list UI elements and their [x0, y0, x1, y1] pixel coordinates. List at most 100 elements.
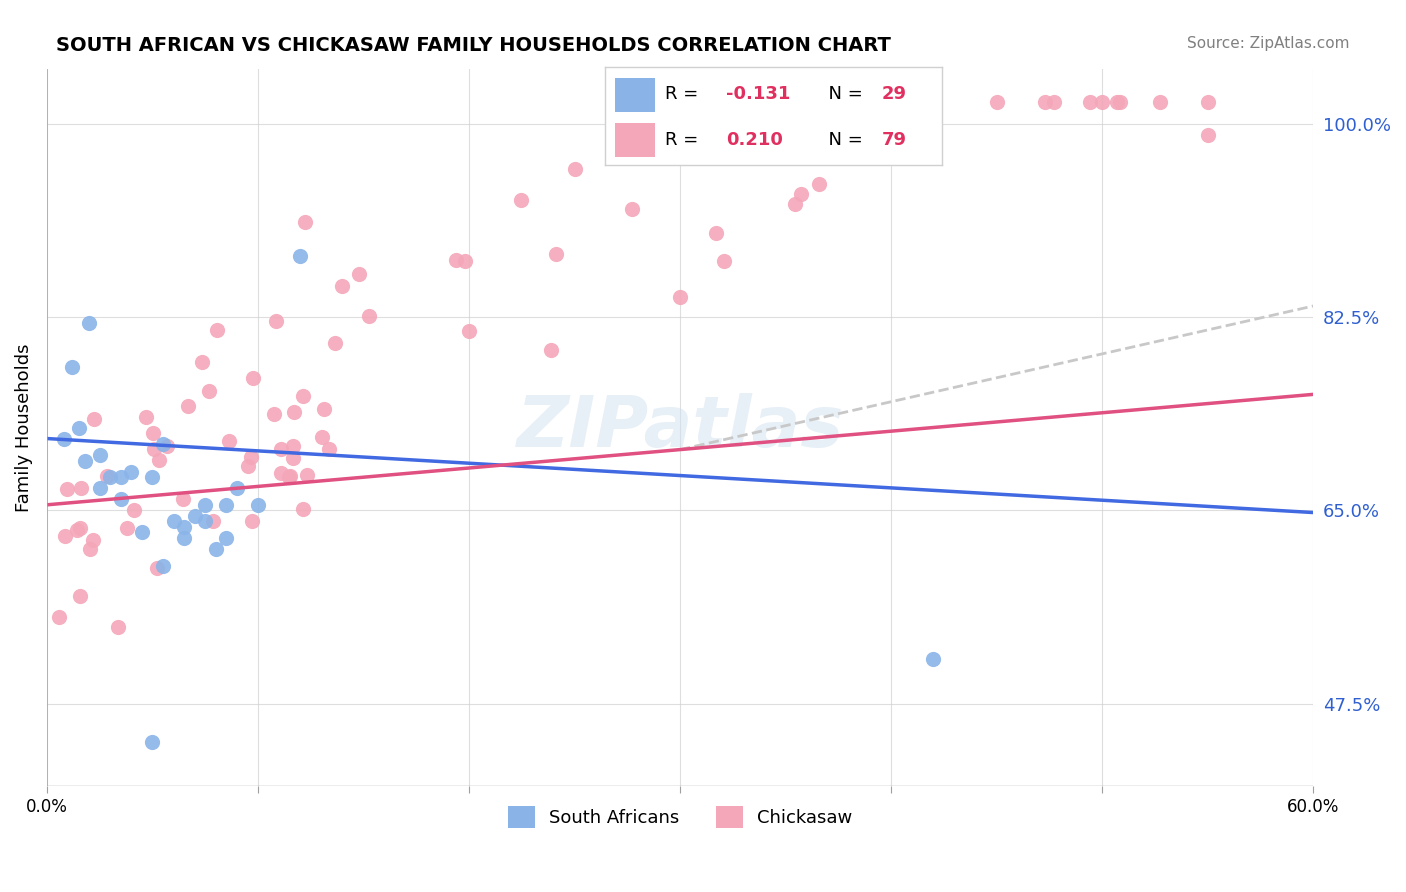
- Point: [564, 162, 586, 177]
- Point: [152, 437, 174, 451]
- Point: [215, 531, 238, 545]
- Point: [454, 254, 477, 268]
- Point: [225, 481, 247, 495]
- Point: [79, 541, 101, 556]
- Point: [202, 514, 225, 528]
- Point: [191, 354, 214, 368]
- Point: [60, 359, 83, 374]
- Point: [1078, 95, 1101, 109]
- Point: [359, 310, 381, 324]
- Text: 79: 79: [882, 130, 907, 148]
- Point: [131, 525, 153, 540]
- Point: [53, 528, 76, 542]
- Point: [173, 531, 195, 545]
- Point: [1105, 95, 1128, 109]
- Point: [1149, 95, 1171, 109]
- Point: [152, 558, 174, 573]
- Point: [66, 523, 89, 537]
- Point: [96, 468, 118, 483]
- Point: [82, 533, 104, 547]
- Point: [311, 429, 333, 443]
- Text: ZIPatlas: ZIPatlas: [516, 393, 844, 462]
- Point: [67, 420, 90, 434]
- Point: [807, 178, 830, 192]
- Point: [510, 193, 533, 207]
- Point: [110, 492, 132, 507]
- Point: [922, 652, 945, 666]
- Point: [69, 589, 91, 603]
- Point: [264, 313, 287, 327]
- Point: [1033, 95, 1056, 109]
- Point: [142, 425, 165, 440]
- Point: [48, 609, 70, 624]
- Point: [141, 470, 163, 484]
- FancyBboxPatch shape: [614, 123, 655, 157]
- Point: [637, 118, 659, 132]
- Point: [713, 254, 735, 268]
- Point: [278, 468, 301, 483]
- Point: [122, 503, 145, 517]
- Point: [194, 498, 217, 512]
- Point: [1197, 128, 1219, 142]
- Point: [73, 453, 96, 467]
- Y-axis label: Family Households: Family Households: [15, 343, 32, 512]
- Point: [270, 442, 292, 456]
- Point: [323, 336, 346, 351]
- Point: [207, 323, 229, 337]
- Point: [156, 439, 179, 453]
- Text: 0.210: 0.210: [725, 130, 783, 148]
- Text: R =: R =: [665, 86, 704, 103]
- Point: [294, 215, 316, 229]
- Text: Source: ZipAtlas.com: Source: ZipAtlas.com: [1187, 36, 1350, 51]
- Point: [283, 451, 305, 466]
- Point: [77, 316, 100, 330]
- Point: [986, 95, 1008, 109]
- Point: [238, 458, 260, 473]
- Point: [318, 442, 340, 456]
- Text: R =: R =: [665, 130, 704, 148]
- Point: [704, 226, 727, 240]
- Point: [107, 620, 129, 634]
- Point: [1043, 95, 1066, 109]
- Point: [240, 450, 263, 465]
- Point: [218, 434, 240, 448]
- Point: [270, 467, 292, 481]
- Point: [120, 465, 142, 479]
- Text: N =: N =: [817, 130, 869, 148]
- Legend: South Africans, Chickasaw: South Africans, Chickasaw: [501, 798, 859, 835]
- Point: [135, 409, 157, 424]
- Point: [142, 442, 165, 456]
- Point: [56, 482, 79, 496]
- Point: [98, 470, 121, 484]
- Point: [880, 130, 903, 145]
- Text: SOUTH AFRICAN VS CHICKASAW FAMILY HOUSEHOLDS CORRELATION CHART: SOUTH AFRICAN VS CHICKASAW FAMILY HOUSEH…: [56, 36, 891, 54]
- Point: [242, 370, 264, 384]
- Point: [173, 520, 195, 534]
- Point: [620, 202, 643, 216]
- Point: [283, 439, 305, 453]
- Point: [790, 186, 813, 201]
- Point: [540, 343, 562, 358]
- Point: [177, 399, 200, 413]
- Point: [240, 514, 263, 528]
- Point: [69, 521, 91, 535]
- Point: [172, 492, 194, 507]
- Point: [204, 541, 226, 556]
- Point: [288, 249, 311, 263]
- Point: [162, 515, 184, 529]
- Point: [263, 407, 285, 421]
- Point: [1197, 95, 1219, 109]
- Point: [626, 148, 648, 162]
- Point: [148, 453, 170, 467]
- Point: [183, 508, 205, 523]
- Point: [775, 95, 797, 109]
- Point: [117, 520, 139, 534]
- Point: [146, 561, 169, 575]
- Point: [110, 470, 132, 484]
- Point: [669, 290, 692, 304]
- Point: [246, 498, 269, 512]
- Point: [141, 735, 163, 749]
- Point: [292, 501, 315, 516]
- Point: [1091, 95, 1114, 109]
- Point: [314, 401, 336, 416]
